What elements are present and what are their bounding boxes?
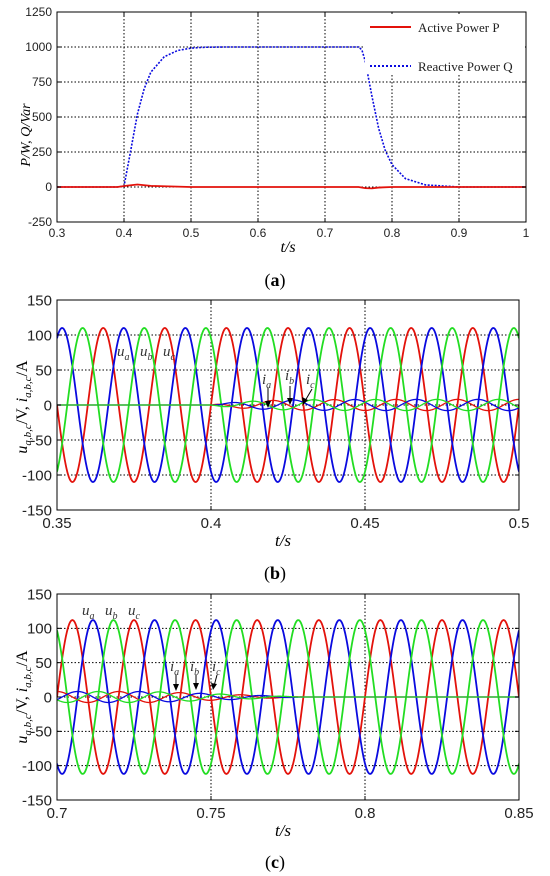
series-line-active-power-p: [57, 183, 526, 190]
panel-b-caption: (b): [264, 563, 286, 584]
panel-a-legend: Active Power P Reactive Power Q: [365, 14, 525, 74]
panel-a-x-axis-label: t/s: [280, 239, 295, 256]
panel-b-y-axis-label: ua,b,c/V, ia,b,c/A: [14, 360, 34, 454]
x-tick-label: 0.75: [196, 805, 225, 822]
series-line-ua: [57, 327, 519, 483]
y-tick-label: 0: [44, 689, 52, 706]
x-tick-label: 0.7: [317, 226, 334, 240]
panel-a-caption: (a): [265, 270, 286, 291]
panel-b-voltage-labels: ua ub uc: [117, 344, 176, 363]
panel-c-x-ticks: 0.7 0.75 0.8 0.85: [47, 594, 534, 822]
x-tick-label: 0.8: [384, 226, 401, 240]
y-tick-label: -100: [22, 467, 52, 484]
label-ib: ib: [285, 368, 294, 387]
panel-c-current-labels: ia ib ic: [170, 659, 221, 691]
panel-c-voltage-labels: ua ub uc: [82, 603, 141, 622]
x-tick-label: 0.4: [201, 515, 222, 532]
panel-a-y-ticks: -250 0 250 500 750 1000 1250: [25, 5, 526, 229]
y-tick-label: -150: [22, 502, 52, 519]
y-tick-label: -50: [30, 724, 52, 741]
arrowhead-ib: [287, 398, 293, 405]
y-tick-label: 0: [45, 180, 52, 194]
x-tick-label: 0.3: [49, 226, 66, 240]
x-tick-label: 1: [523, 226, 530, 240]
x-tick-label: 0.7: [47, 805, 68, 822]
y-tick-label: 50: [35, 655, 52, 672]
panel-c-waveform-chart: 0.7 0.75 0.8 0.85 -150 -100 -50 0 50 100 150 ua u…: [14, 586, 534, 873]
series-line-uc: [57, 619, 519, 775]
panel-a-x-ticks: 0.3 0.4 0.5 0.6 0.7 0.8 0.9 1: [49, 12, 530, 240]
panel-c-y-axis-label: ua,b,c/V, ia,b,c/A: [14, 650, 34, 744]
panel-b-series: [57, 327, 519, 483]
series-line-reactive-power-q: [57, 46, 526, 188]
panel-b-x-ticks: 0.35 0.4 0.45 0.5: [42, 300, 529, 532]
y-tick-label: -100: [22, 758, 52, 775]
panel-a-y-axis-label: P/W, Q/Var: [19, 103, 34, 168]
label-uc: uc: [128, 603, 141, 622]
label-ua: ua: [117, 344, 130, 363]
arrowhead-ib: [193, 683, 199, 690]
arrow-ic: [304, 388, 313, 402]
label-ic: ic: [212, 659, 221, 678]
y-tick-label: 0: [44, 397, 52, 414]
label-uc: uc: [163, 344, 176, 363]
series-line-uc: [57, 327, 519, 483]
x-tick-label: 0.35: [42, 515, 71, 532]
series-line-ic: [57, 690, 519, 704]
panel-c-y-ticks: -150 -100 -50 0 50 100 150: [22, 586, 519, 809]
y-tick-label: 1250: [25, 5, 52, 19]
y-tick-label: 100: [27, 621, 52, 638]
label-ib: ib: [190, 659, 199, 678]
x-tick-label: 0.6: [250, 226, 267, 240]
y-tick-label: 150: [27, 292, 52, 309]
label-ia: ia: [262, 372, 271, 391]
y-tick-label: -50: [30, 432, 52, 449]
y-tick-label: 50: [35, 362, 52, 379]
label-ub: ub: [105, 603, 118, 622]
x-tick-label: 0.85: [504, 805, 533, 822]
series-line-ua: [57, 619, 519, 775]
y-tick-label: 1000: [25, 40, 52, 54]
panel-a-series: [57, 46, 526, 190]
label-ua: ua: [82, 603, 95, 622]
legend-label-active-power: Active Power P: [418, 20, 500, 35]
label-ia: ia: [170, 659, 179, 678]
x-tick-label: 0.4: [116, 226, 133, 240]
y-tick-label: 750: [32, 75, 52, 89]
arrowhead-ia: [265, 401, 271, 408]
panel-c-caption: (c): [265, 852, 285, 873]
panel-c-x-axis-label: t/s: [275, 821, 291, 840]
panel-b-x-axis-label: t/s: [275, 531, 291, 550]
arrowhead-ic: [211, 683, 217, 690]
panel-b-y-ticks: -150 -100 -50 0 50 100 150: [22, 292, 519, 519]
panel-c-series: [57, 619, 519, 775]
x-tick-label: 0.8: [355, 805, 376, 822]
series-line-ic: [57, 398, 519, 412]
arrowhead-ic: [302, 397, 308, 405]
x-tick-label: 0.9: [451, 226, 468, 240]
y-tick-label: -150: [22, 792, 52, 809]
x-tick-label: 0.5: [183, 226, 200, 240]
y-tick-label: 150: [27, 586, 52, 603]
panel-b-waveform-chart: 0.35 0.4 0.45 0.5 -150 -100 -50 0 50 100 150 ua u…: [14, 292, 529, 584]
legend-label-reactive-power: Reactive Power Q: [418, 59, 513, 74]
y-tick-label: 500: [32, 110, 52, 124]
x-tick-label: 0.45: [350, 515, 379, 532]
arrowhead-ia: [173, 684, 179, 691]
y-tick-label: -250: [28, 215, 52, 229]
y-tick-label: 250: [32, 145, 52, 159]
label-ic: ic: [306, 372, 315, 391]
panel-a-power-chart: 0.3 0.4 0.5 0.6 0.7 0.8 0.9 1 -250 0 250 500 750 100…: [19, 5, 530, 291]
panel-b-current-labels: ia ib ic: [262, 368, 315, 408]
x-tick-label: 0.5: [509, 515, 530, 532]
y-tick-label: 100: [27, 327, 52, 344]
